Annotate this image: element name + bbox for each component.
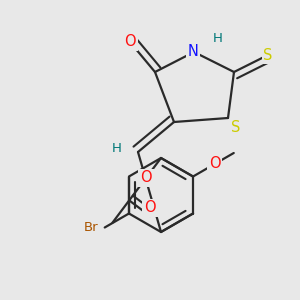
Text: O: O	[144, 200, 156, 215]
Text: S: S	[263, 47, 273, 62]
Text: N: N	[188, 44, 198, 59]
Text: O: O	[209, 157, 220, 172]
Text: H: H	[112, 142, 122, 154]
Text: Br: Br	[83, 221, 98, 234]
Text: O: O	[124, 34, 136, 50]
Text: O: O	[140, 170, 152, 185]
Text: S: S	[231, 121, 241, 136]
Text: H: H	[213, 32, 223, 44]
